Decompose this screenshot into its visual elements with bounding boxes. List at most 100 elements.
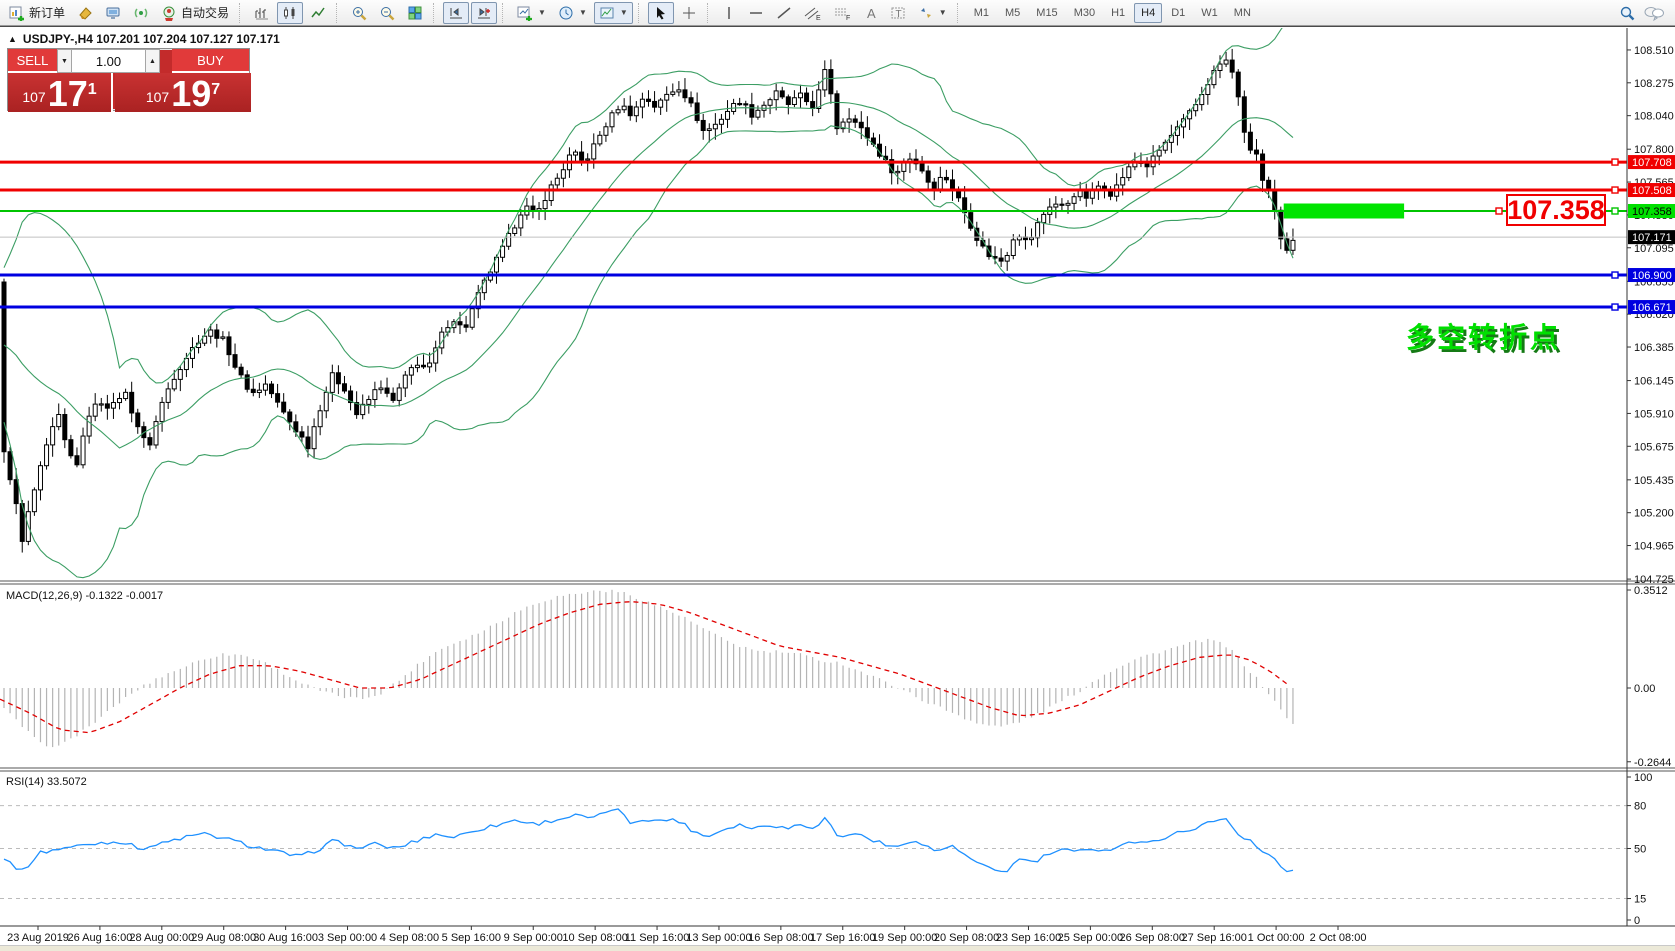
timeframe-W1[interactable]: W1 bbox=[1201, 6, 1218, 19]
bollinger-band-line bbox=[3, 28, 1283, 384]
svg-text:0.00: 0.00 bbox=[1634, 683, 1655, 695]
new-chart-button[interactable]: ▼ bbox=[512, 2, 551, 24]
bid-price[interactable]: 107 17 1 bbox=[8, 73, 113, 112]
zoom-in-button[interactable] bbox=[346, 2, 372, 24]
time-axis-label: 19 Sep 00:00 bbox=[872, 932, 937, 944]
candlestick-chart-button[interactable] bbox=[277, 1, 304, 24]
autotrading-icon bbox=[163, 6, 175, 21]
time-axis-label: 4 Sep 08:00 bbox=[380, 932, 439, 944]
tile-windows-button[interactable] bbox=[402, 2, 428, 24]
bid-big-figure: 107 bbox=[22, 89, 46, 105]
ask-price[interactable]: 107 19 7 bbox=[115, 73, 251, 112]
chart-shift-button[interactable] bbox=[471, 1, 498, 24]
trendline-button[interactable] bbox=[771, 2, 797, 24]
time-axis-label: 17 Sep 16:00 bbox=[810, 932, 875, 944]
clock-icon bbox=[559, 6, 573, 19]
fibonacci-button[interactable]: F bbox=[829, 2, 857, 24]
dropdown-caret: ▼ bbox=[538, 8, 546, 17]
timeframe-H1[interactable]: H1 bbox=[1111, 6, 1126, 19]
auto-scroll-icon bbox=[450, 7, 463, 18]
timeframe-H4[interactable]: H4 bbox=[1134, 2, 1163, 23]
bar-chart-button[interactable] bbox=[249, 2, 275, 24]
eraser-button[interactable] bbox=[72, 2, 98, 24]
svg-text:108.510: 108.510 bbox=[1634, 45, 1674, 57]
text-label-icon: T bbox=[891, 7, 905, 20]
signals-button[interactable] bbox=[128, 2, 154, 24]
cursor-button[interactable] bbox=[647, 1, 674, 24]
line-chart-icon bbox=[311, 7, 325, 17]
toolbar-separator bbox=[637, 2, 643, 23]
buy-button[interactable]: BUY bbox=[172, 49, 249, 73]
time-axis-label: 11 Sep 16:00 bbox=[625, 932, 690, 944]
timeframe-M5[interactable]: M5 bbox=[1005, 6, 1021, 19]
highlight-box[interactable] bbox=[1283, 203, 1405, 219]
timeframe-M30[interactable]: M30 bbox=[1073, 6, 1096, 19]
text-label-button[interactable]: T bbox=[885, 2, 911, 24]
svg-text:80: 80 bbox=[1634, 801, 1646, 813]
time-axis-label: 1 Oct 00:00 bbox=[1248, 932, 1305, 944]
auto-scroll-button[interactable] bbox=[443, 1, 470, 24]
svg-text:107.800: 107.800 bbox=[1634, 144, 1674, 156]
timeframe-M1[interactable]: M1 bbox=[973, 6, 989, 19]
chat-icon[interactable] bbox=[1643, 5, 1665, 21]
terminal-button[interactable] bbox=[100, 2, 126, 24]
equidistant-channel-button[interactable]: E bbox=[799, 2, 827, 24]
tile-windows-icon bbox=[408, 6, 422, 19]
time-axis-label: 9 Sep 00:00 bbox=[504, 932, 563, 944]
vertical-line-button[interactable] bbox=[717, 2, 741, 24]
svg-text:105.910: 105.910 bbox=[1634, 408, 1674, 420]
horizontal-line-button[interactable] bbox=[743, 2, 769, 24]
time-axis-label: 10 Sep 08:00 bbox=[562, 932, 627, 944]
chart-area[interactable]: 108.510108.275108.040107.800107.565107.3… bbox=[0, 28, 1675, 951]
svg-text:A: A bbox=[867, 6, 876, 21]
svg-text:107.095: 107.095 bbox=[1634, 243, 1674, 255]
profiles-button[interactable]: ▼ bbox=[593, 1, 633, 24]
svg-text:106.671: 106.671 bbox=[1632, 302, 1672, 314]
text-button[interactable]: A bbox=[859, 2, 883, 24]
bid-pipette: 1 bbox=[87, 81, 97, 98]
svg-text:E: E bbox=[816, 15, 821, 21]
trendline-icon bbox=[777, 6, 791, 19]
one-click-trade-panel: SELL ▼ ▲ BUY 107 17 1 107 19 7 bbox=[7, 48, 251, 112]
svg-text:108.275: 108.275 bbox=[1634, 78, 1674, 90]
time-axis-label: 26 Sep 08:00 bbox=[1120, 932, 1185, 944]
timeframe-D1[interactable]: D1 bbox=[1171, 6, 1186, 19]
timeframe-MN[interactable]: MN bbox=[1233, 6, 1251, 19]
svg-text:0.3512: 0.3512 bbox=[1634, 585, 1668, 597]
macd-label: MACD(12,26,9) -0.1322 -0.0017 bbox=[6, 590, 163, 602]
price-callout-box[interactable]: 107.358 bbox=[1506, 194, 1606, 226]
svg-text:107.358: 107.358 bbox=[1632, 206, 1672, 218]
svg-text:15: 15 bbox=[1634, 894, 1646, 906]
new-order-icon bbox=[9, 6, 24, 21]
bid-pips: 17 bbox=[47, 73, 88, 114]
collapse-triangle-icon[interactable]: ▲ bbox=[8, 34, 17, 44]
chart-canvas[interactable]: 108.510108.275108.040107.800107.565107.3… bbox=[0, 28, 1675, 951]
symbol-title-text: USDJPY-,H4 107.201 107.204 107.127 107.1… bbox=[22, 32, 280, 46]
svg-text:100: 100 bbox=[1634, 772, 1652, 784]
rsi-pane bbox=[0, 805, 1627, 900]
new-order-label: 新订单 bbox=[29, 6, 66, 20]
ask-pipette: 7 bbox=[211, 81, 221, 98]
autotrading-label: 自动交易 bbox=[181, 6, 230, 20]
arrows-button[interactable]: ▼ bbox=[913, 2, 952, 24]
toolbar-separator bbox=[433, 2, 438, 23]
crosshair-button[interactable] bbox=[676, 2, 702, 24]
new-order-button[interactable]: 新订单 bbox=[4, 2, 70, 24]
volume-increase-button[interactable]: ▲ bbox=[145, 49, 160, 73]
crosshair-icon bbox=[682, 6, 695, 19]
time-axis-label: 23 Aug 2019 bbox=[7, 932, 69, 944]
timeframe-M15[interactable]: M15 bbox=[1036, 6, 1058, 19]
time-axis-label: 29 Aug 08:00 bbox=[191, 932, 256, 944]
periods-button[interactable]: ▼ bbox=[553, 2, 592, 24]
svg-text:105.435: 105.435 bbox=[1634, 475, 1674, 487]
autotrading-button[interactable]: 自动交易 bbox=[156, 2, 234, 24]
line-chart-button[interactable] bbox=[305, 2, 331, 24]
search-icon[interactable] bbox=[1619, 5, 1635, 21]
svg-text:105.675: 105.675 bbox=[1634, 441, 1674, 453]
sell-button[interactable]: SELL bbox=[8, 49, 57, 73]
time-axis-label: 23 Sep 16:00 bbox=[996, 932, 1061, 944]
zoom-out-button[interactable] bbox=[374, 2, 400, 24]
volume-input[interactable] bbox=[72, 49, 145, 73]
volume-decrease-button[interactable]: ▼ bbox=[57, 49, 72, 73]
zoom-in-icon bbox=[353, 6, 367, 20]
